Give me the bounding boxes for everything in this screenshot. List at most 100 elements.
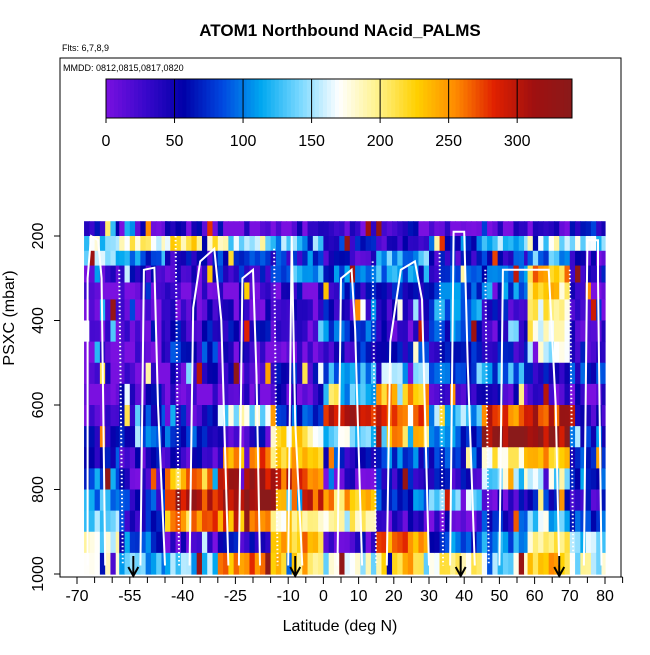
heatmap-cell	[601, 383, 606, 406]
heatmap-cell	[275, 341, 282, 364]
heatmap-cell	[423, 236, 430, 252]
heatmap-cell	[397, 341, 404, 364]
heatmap-cell	[323, 221, 330, 237]
heatmap-cell	[135, 426, 141, 448]
heatmap-cell	[254, 510, 261, 533]
heatmap-cell	[145, 341, 152, 364]
heatmap-cell	[115, 362, 122, 385]
heatmap-cell	[212, 510, 219, 533]
heatmap-cell	[249, 468, 256, 491]
heatmap-cell	[89, 426, 96, 448]
heatmap-cell	[527, 362, 534, 385]
heatmap-cell	[223, 426, 229, 448]
heatmap-cell	[89, 282, 96, 300]
heatmap-cell	[260, 320, 266, 343]
heatmap-cell	[328, 236, 335, 252]
heatmap-cell	[105, 489, 112, 512]
colorbar-segment	[254, 79, 260, 118]
heatmap-cell	[180, 362, 187, 385]
heatmap-cell	[249, 299, 256, 322]
profile-2	[139, 266, 166, 566]
heatmap-cell	[249, 426, 256, 448]
heatmap-cell	[553, 510, 560, 533]
heatmap-cell	[590, 236, 597, 252]
heatmap-cell	[543, 383, 550, 406]
x-tick-label: -55	[118, 588, 141, 605]
heatmap-cell	[370, 250, 377, 267]
heatmap-cell	[254, 221, 261, 237]
heatmap-cell	[518, 489, 525, 512]
colorbar-segment	[242, 79, 248, 118]
heatmap-cell	[201, 531, 208, 554]
heatmap-cell	[150, 447, 157, 469]
heatmap-cell	[170, 468, 177, 491]
heatmap-cell	[487, 250, 493, 267]
heatmap-cell	[207, 531, 214, 554]
heatmap-cell	[135, 341, 141, 364]
heatmap-cell	[328, 426, 335, 448]
heatmap-cell	[349, 468, 356, 491]
colorbar-segment	[451, 79, 456, 118]
heatmap-cell	[115, 552, 122, 575]
heatmap-cell	[249, 531, 256, 554]
heatmap-cell	[518, 510, 525, 533]
heatmap-cell	[339, 236, 346, 252]
heatmap-cell	[99, 489, 106, 512]
heatmap-cell	[508, 552, 515, 575]
heatmap-cell	[328, 320, 335, 343]
heatmap-cell	[429, 531, 435, 554]
heatmap-cell	[476, 531, 483, 554]
colorbar-segment	[150, 79, 155, 118]
heatmap-cell	[275, 447, 282, 469]
colorbar-segment	[202, 79, 207, 118]
heatmap-cell	[460, 341, 467, 364]
heatmap-cell	[513, 250, 520, 267]
heatmap-cell	[265, 489, 272, 512]
heatmap-cell	[150, 221, 157, 237]
heatmap-cell	[386, 447, 393, 469]
heatmap-cell	[333, 447, 340, 469]
heatmap-cell	[191, 299, 198, 322]
colorbar-segment	[306, 79, 312, 118]
heatmap-cell	[418, 447, 425, 469]
heatmap-cell	[254, 552, 261, 575]
heatmap-cell	[548, 426, 555, 448]
heatmap-cell	[569, 320, 576, 343]
heatmap-cell	[302, 383, 309, 406]
heatmap-cell	[201, 468, 208, 491]
heatmap-cell	[392, 468, 398, 491]
heatmap-cell	[355, 250, 361, 267]
heatmap-cell	[99, 531, 106, 554]
heatmap-cell	[99, 468, 106, 491]
colorbar-segment	[531, 79, 537, 118]
heatmap-cell	[518, 426, 525, 448]
heatmap-cell	[543, 531, 550, 554]
heatmap-cell	[439, 468, 446, 491]
colorbar-segment	[114, 79, 119, 118]
heatmap-cell	[270, 383, 277, 406]
profile-3	[188, 246, 230, 566]
colorbar-segment	[423, 79, 428, 118]
colorbar-tick-label: 150	[298, 133, 325, 150]
heatmap-cell	[527, 489, 534, 512]
x-tick-label: 50	[491, 588, 509, 605]
heatmap-cell	[307, 489, 314, 512]
heatmap-cell	[386, 282, 393, 300]
heatmap-cell	[397, 426, 404, 448]
heatmap-cell	[238, 447, 245, 469]
heatmap-cell	[110, 468, 117, 491]
heatmap-cell	[265, 405, 272, 427]
heatmap-cell	[527, 383, 534, 406]
heatmap-cell	[527, 531, 534, 554]
heatmap-cell	[553, 383, 560, 406]
heatmap-cell	[476, 320, 483, 343]
heatmap-cell	[145, 299, 152, 322]
heatmap-cell	[402, 383, 409, 406]
heatmap-cell	[513, 383, 520, 406]
heatmap-cell	[476, 468, 483, 491]
heatmap-cell	[275, 362, 282, 385]
heatmap-cell	[407, 265, 414, 284]
heatmap-cell	[439, 362, 446, 385]
heatmap-cell	[312, 510, 319, 533]
heatmap-cell	[201, 405, 208, 427]
